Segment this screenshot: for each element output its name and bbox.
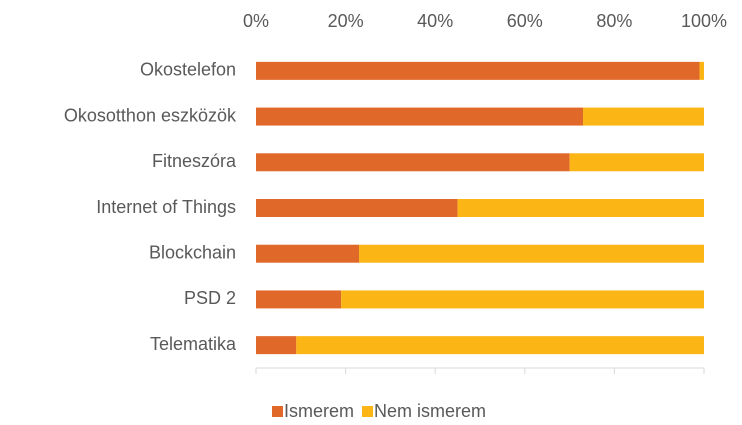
- bar-segment: [583, 107, 704, 126]
- bar-segment: [256, 61, 700, 80]
- bar-segment: [256, 153, 570, 172]
- x-tick-label: 20%: [328, 11, 364, 31]
- legend-label: Ismerem: [284, 401, 354, 421]
- bar-segment: [457, 199, 704, 217]
- bar-segment: [699, 61, 704, 80]
- bar-segment: [341, 290, 704, 309]
- legend-swatch: [362, 406, 373, 417]
- x-tick-label: 60%: [507, 11, 543, 31]
- bar-segment: [296, 336, 704, 355]
- x-tick-label: 40%: [417, 11, 453, 31]
- y-tick-label: PSD 2: [184, 288, 236, 308]
- x-tick-label: 100%: [681, 11, 727, 31]
- legend-swatch: [272, 406, 283, 417]
- y-tick-label: Okostelefon: [140, 60, 236, 80]
- bar-segment: [256, 290, 342, 309]
- legend-label: Nem ismerem: [374, 401, 486, 421]
- bar-segment: [256, 244, 360, 263]
- bar-segment: [359, 244, 704, 263]
- bar-segment: [256, 199, 458, 217]
- y-tick-label: Fitneszóra: [152, 151, 237, 171]
- y-tick-label: Telematika: [150, 334, 237, 354]
- bar-segment: [256, 107, 584, 126]
- y-tick-label: Okosotthon eszközök: [64, 105, 237, 125]
- bar-segment: [569, 153, 704, 172]
- x-tick-label: 0%: [243, 11, 269, 31]
- y-tick-label: Internet of Things: [96, 197, 236, 217]
- y-tick-label: Blockchain: [149, 242, 236, 262]
- x-tick-label: 80%: [596, 11, 632, 31]
- bar-segment: [256, 336, 297, 355]
